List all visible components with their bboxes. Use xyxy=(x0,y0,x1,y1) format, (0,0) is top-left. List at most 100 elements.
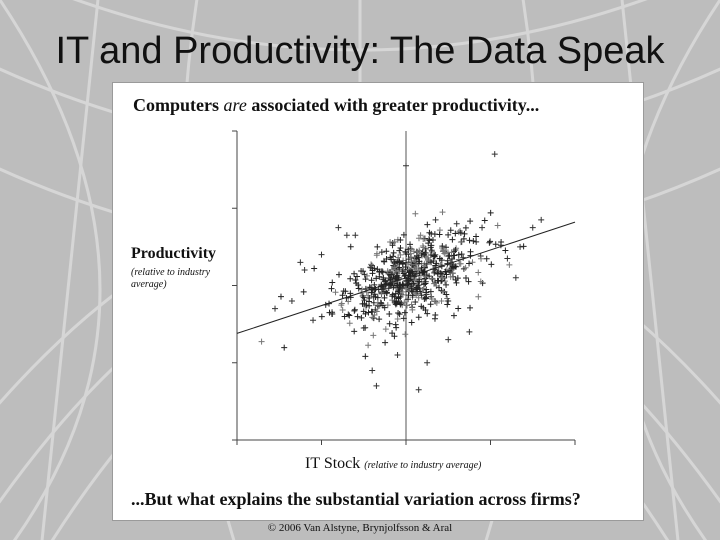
cloud-point xyxy=(423,272,430,279)
cloud-point xyxy=(443,281,450,288)
cloud-point xyxy=(462,224,469,231)
cloud-point xyxy=(430,252,437,259)
cloud-point xyxy=(412,299,419,306)
cloud-point xyxy=(370,332,377,339)
cloud-point xyxy=(413,291,420,298)
cloud-point xyxy=(415,282,422,289)
cloud-point xyxy=(453,279,460,286)
data-point xyxy=(288,297,295,304)
cloud-point xyxy=(351,328,358,335)
cloud-point xyxy=(389,242,396,249)
cloud-point xyxy=(329,310,336,317)
cloud-point xyxy=(368,277,375,284)
cloud-point xyxy=(408,268,415,275)
cloud-point xyxy=(355,285,362,292)
cloud-point xyxy=(392,321,399,328)
cloud-point xyxy=(405,296,412,303)
cloud-point xyxy=(369,267,376,274)
scatter-plot xyxy=(232,130,576,445)
data-point xyxy=(504,255,511,262)
cloud-point xyxy=(494,222,501,229)
cloud-point xyxy=(408,285,415,292)
cloud-point xyxy=(354,273,361,280)
cloud-point xyxy=(461,230,468,237)
cloud-point xyxy=(346,312,353,319)
cloud-point xyxy=(277,293,284,300)
cloud-point xyxy=(438,297,445,304)
cloud-point xyxy=(467,304,474,311)
cloud-point xyxy=(402,263,409,270)
data-point xyxy=(352,232,359,239)
cloud-point xyxy=(410,280,417,287)
cloud-point xyxy=(391,259,398,266)
cloud-point xyxy=(396,247,403,254)
cloud-point xyxy=(414,267,421,274)
cloud-point xyxy=(336,271,343,278)
cloud-point xyxy=(423,261,430,268)
cloud-point xyxy=(434,277,441,284)
cloud-point xyxy=(281,344,288,351)
cloud-point xyxy=(422,278,429,285)
cloud-point xyxy=(432,251,439,258)
cloud-point xyxy=(431,268,438,275)
data-point xyxy=(415,386,422,393)
cloud-point xyxy=(427,288,434,295)
cloud-point xyxy=(384,302,391,309)
cloud-point xyxy=(416,249,423,256)
cloud-point xyxy=(345,298,352,305)
cloud-point xyxy=(460,235,467,242)
cloud-point xyxy=(385,285,392,292)
data-point xyxy=(466,328,473,335)
cloud-point xyxy=(395,309,402,316)
cloud-point xyxy=(481,217,488,224)
cloud-point xyxy=(364,272,371,279)
cloud-point xyxy=(396,259,403,266)
cloud-point xyxy=(387,254,394,261)
cloud-point xyxy=(428,296,435,303)
cloud-point xyxy=(347,243,354,250)
cloud-point xyxy=(378,249,385,256)
cloud-point xyxy=(449,270,456,277)
cloud-point xyxy=(374,243,381,250)
cloud-point xyxy=(373,275,380,282)
data-point xyxy=(529,224,536,231)
cloud-point xyxy=(366,302,373,309)
cloud-point xyxy=(419,243,426,250)
headline-emphasis: are xyxy=(223,95,247,115)
cloud-point xyxy=(428,275,435,282)
cloud-point xyxy=(386,311,393,318)
data-point xyxy=(424,359,431,366)
cloud-point xyxy=(318,313,325,320)
cloud-point xyxy=(439,274,446,281)
cloud-point xyxy=(345,311,352,318)
cloud-point xyxy=(452,230,459,237)
cloud-point xyxy=(376,316,383,323)
cloud-point xyxy=(439,209,446,216)
cloud-point xyxy=(339,292,346,299)
cloud-point xyxy=(427,244,434,251)
cloud-point xyxy=(341,313,348,320)
cloud-point xyxy=(347,275,354,282)
cloud-point xyxy=(402,331,409,338)
cloud-point xyxy=(411,257,418,264)
cloud-point xyxy=(367,264,374,271)
cloud-point xyxy=(300,288,307,295)
cloud-point xyxy=(380,276,387,283)
cloud-point xyxy=(340,288,347,295)
cloud-point xyxy=(428,259,435,266)
cloud-point xyxy=(408,261,415,268)
cloud-point xyxy=(383,289,390,296)
cloud-point xyxy=(395,254,402,261)
data-point xyxy=(297,259,304,266)
y-axis-label: Productivity xyxy=(131,245,217,262)
data-point xyxy=(445,336,452,343)
cloud-point xyxy=(417,232,424,239)
cloud-point xyxy=(381,294,388,301)
data-point xyxy=(394,352,401,359)
cloud-point xyxy=(448,265,455,272)
data-point xyxy=(318,251,325,258)
cloud-point xyxy=(391,238,398,245)
cloud-point xyxy=(444,301,451,308)
x-axis-label: IT Stock xyxy=(305,455,361,472)
cloud-point xyxy=(416,258,423,265)
